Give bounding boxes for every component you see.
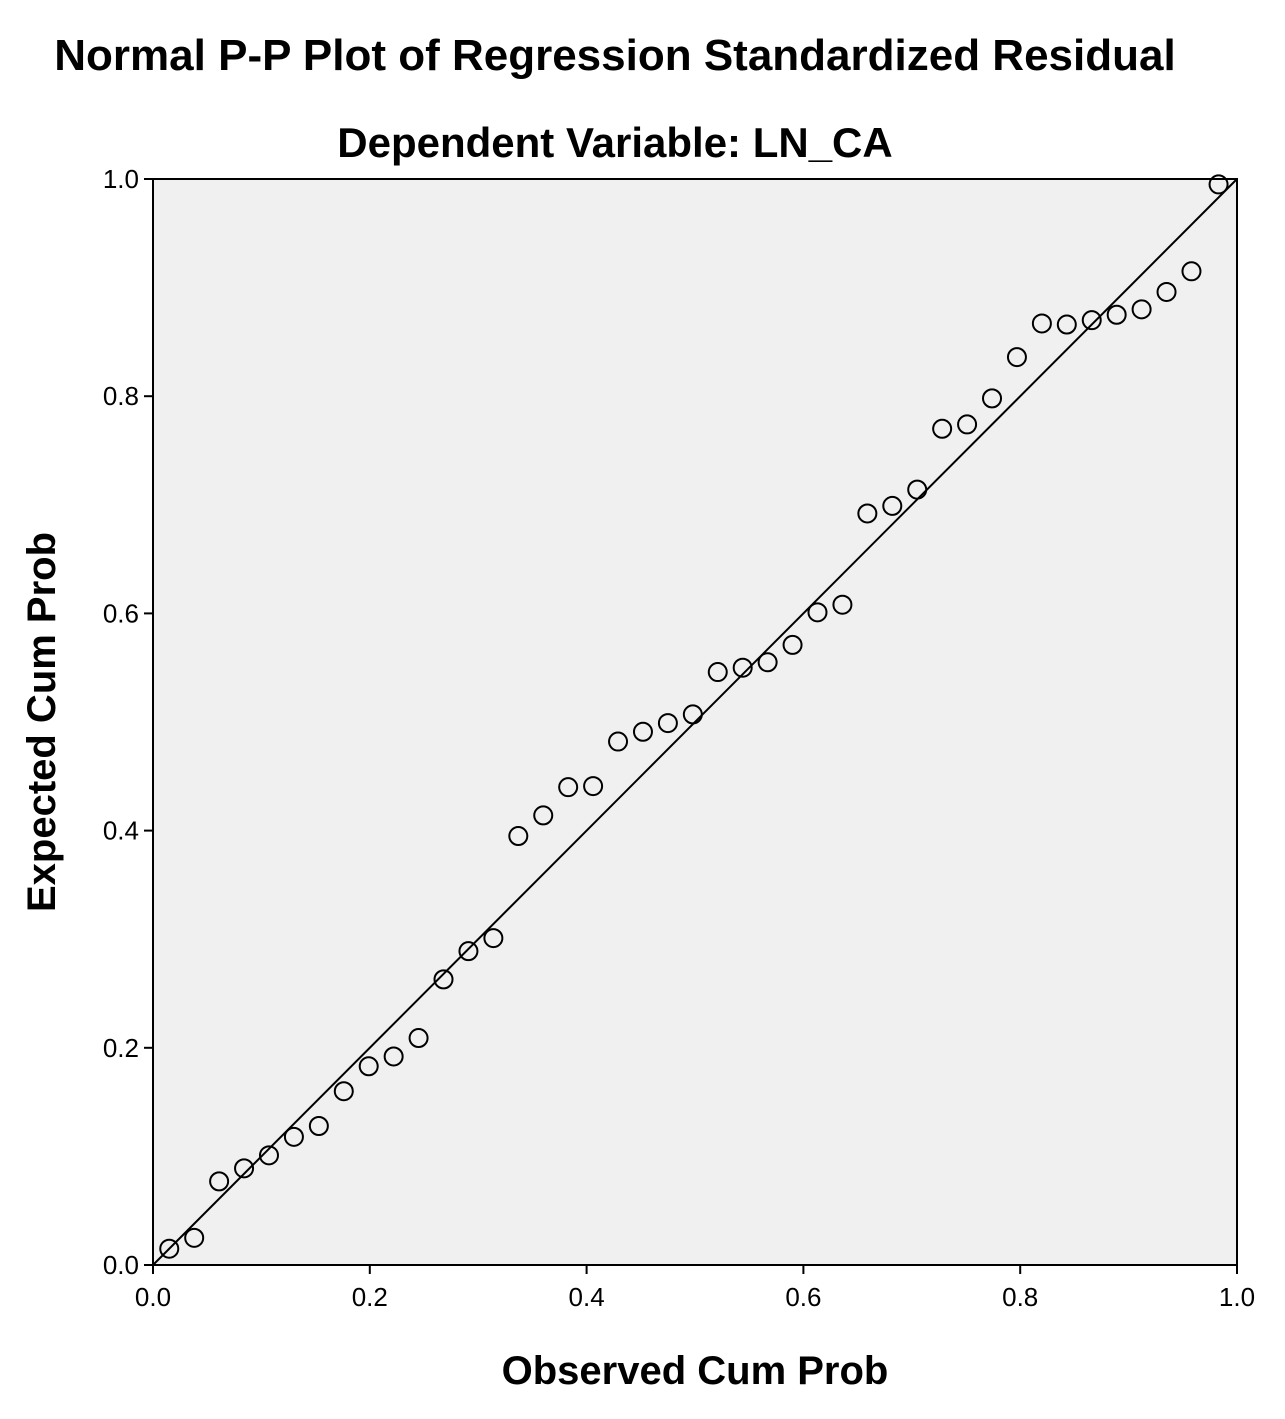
data-point-38 bbox=[1106, 304, 1127, 325]
data-point-29 bbox=[882, 495, 903, 516]
data-point-41 bbox=[1181, 261, 1202, 282]
chart-subtitle: Dependent Variable: LN_CA bbox=[337, 119, 892, 166]
data-point-34 bbox=[1006, 347, 1027, 368]
data-point-6 bbox=[308, 1115, 329, 1136]
data-point-36 bbox=[1056, 314, 1077, 335]
data-point-33 bbox=[982, 388, 1003, 409]
y-tick-label-2: 0.4 bbox=[103, 816, 139, 846]
data-point-8 bbox=[358, 1056, 379, 1077]
data-point-2 bbox=[209, 1171, 230, 1192]
data-point-25 bbox=[782, 634, 803, 655]
data-point-20 bbox=[657, 713, 678, 734]
data-point-24 bbox=[757, 652, 778, 673]
data-point-31 bbox=[932, 418, 953, 439]
data-point-17 bbox=[583, 776, 604, 797]
x-tick-label-0: 0.0 bbox=[135, 1282, 171, 1312]
x-tick-label-1: 0.2 bbox=[352, 1282, 388, 1312]
data-point-22 bbox=[707, 662, 728, 683]
data-point-11 bbox=[433, 969, 454, 990]
data-point-42 bbox=[1208, 174, 1229, 195]
x-tick-label-3: 0.6 bbox=[785, 1282, 821, 1312]
data-point-30 bbox=[907, 479, 928, 500]
data-point-12 bbox=[458, 941, 479, 962]
y-tick-label-0: 0.0 bbox=[103, 1250, 139, 1280]
y-tick-label-3: 0.6 bbox=[103, 598, 139, 628]
data-point-14 bbox=[508, 826, 529, 847]
data-point-15 bbox=[533, 805, 554, 826]
x-tick-label-4: 0.8 bbox=[1002, 1282, 1038, 1312]
data-point-23 bbox=[732, 657, 753, 678]
y-tick-label-1: 0.2 bbox=[103, 1033, 139, 1063]
data-point-27 bbox=[832, 594, 853, 615]
chart-title: Normal P-P Plot of Regression Standardiz… bbox=[54, 31, 1175, 80]
data-point-19 bbox=[632, 721, 653, 742]
data-point-39 bbox=[1131, 299, 1152, 320]
data-point-18 bbox=[608, 731, 629, 752]
data-point-7 bbox=[333, 1081, 354, 1102]
data-point-32 bbox=[957, 414, 978, 435]
data-point-13 bbox=[483, 928, 504, 949]
x-axis-title: Observed Cum Prob bbox=[502, 1349, 889, 1393]
x-tick-label-2: 0.4 bbox=[569, 1282, 605, 1312]
data-point-9 bbox=[383, 1046, 404, 1067]
data-point-26 bbox=[807, 602, 828, 623]
data-point-5 bbox=[283, 1126, 304, 1147]
data-point-40 bbox=[1156, 281, 1177, 302]
data-point-35 bbox=[1031, 313, 1052, 334]
data-point-10 bbox=[408, 1028, 429, 1049]
reference-line bbox=[152, 178, 1238, 1266]
data-point-16 bbox=[558, 777, 579, 798]
data-point-21 bbox=[682, 704, 703, 725]
y-tick-label-5: 1.0 bbox=[103, 164, 139, 194]
y-tick-label-4: 0.8 bbox=[103, 381, 139, 411]
data-point-4 bbox=[258, 1145, 279, 1166]
data-point-28 bbox=[857, 503, 878, 524]
y-axis-title: Expected Cum Prob bbox=[20, 532, 64, 912]
x-tick-label-5: 1.0 bbox=[1219, 1282, 1255, 1312]
data-point-1 bbox=[184, 1227, 205, 1248]
data-point-37 bbox=[1081, 310, 1102, 331]
data-point-0 bbox=[159, 1238, 180, 1259]
data-point-3 bbox=[234, 1158, 255, 1179]
